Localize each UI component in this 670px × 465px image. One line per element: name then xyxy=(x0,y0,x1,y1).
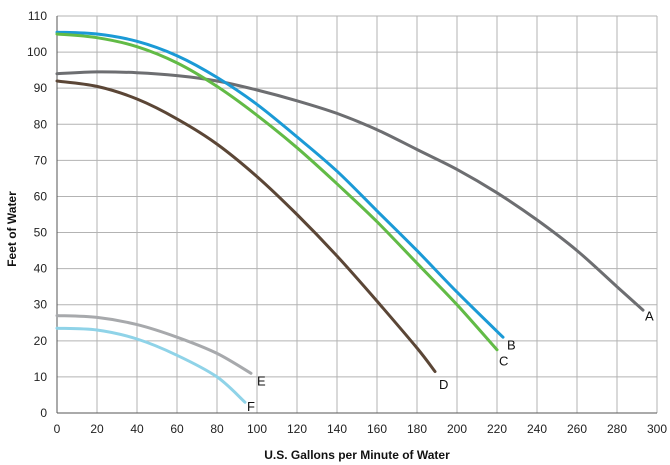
x-tick-label: 260 xyxy=(567,422,587,436)
x-tick-label: 180 xyxy=(407,422,427,436)
curve-label-b: B xyxy=(507,337,516,352)
x-tick-label: 100 xyxy=(247,422,267,436)
y-tick-label: 90 xyxy=(34,81,48,95)
x-tick-label: 20 xyxy=(90,422,104,436)
y-tick-label: 20 xyxy=(34,334,48,348)
series-c-line xyxy=(55,32,499,352)
curve-label-f: F xyxy=(247,399,255,414)
x-tick-label: 240 xyxy=(527,422,547,436)
curve-label-a: A xyxy=(645,309,654,324)
x-tick-label: 140 xyxy=(327,422,347,436)
curve-label-d: D xyxy=(439,377,448,392)
series-f-line xyxy=(55,326,247,404)
x-tick-label: 60 xyxy=(170,422,184,436)
series-group xyxy=(55,30,645,404)
y-axis-title: Feet of Water xyxy=(5,191,19,267)
y-tick-label: 70 xyxy=(34,153,48,167)
series-a-line xyxy=(55,70,645,312)
y-tick-label: 100 xyxy=(27,45,47,59)
y-tick-label: 30 xyxy=(34,298,48,312)
series-b-line xyxy=(55,30,505,339)
x-tick-label: 0 xyxy=(54,422,61,436)
x-axis-title: U.S. Gallons per Minute of Water xyxy=(264,448,450,462)
y-tick-label: 0 xyxy=(40,406,47,420)
x-tick-label: 280 xyxy=(607,422,627,436)
y-tick-label: 10 xyxy=(34,370,48,384)
y-tick-label: 40 xyxy=(34,262,48,276)
series-e-line xyxy=(55,314,253,375)
y-tick-label: 50 xyxy=(34,226,48,240)
curve-label-e: E xyxy=(257,374,266,389)
x-tick-label: 160 xyxy=(367,422,387,436)
x-tick-label: 80 xyxy=(210,422,224,436)
curve-labels: A BC D EF xyxy=(247,309,654,414)
x-tick-label: 40 xyxy=(130,422,144,436)
grid xyxy=(56,15,658,414)
axes: 0 20 40 60 80 100 120 140 160 180 200 220 240 260 280 3… xyxy=(27,9,667,436)
series-d-line xyxy=(55,79,437,373)
curve-label-c: C xyxy=(499,354,508,369)
x-tick-label: 220 xyxy=(487,422,507,436)
y-tick-label: 110 xyxy=(28,9,47,23)
y-tick-label: 80 xyxy=(34,117,48,131)
x-tick-label: 200 xyxy=(447,422,467,436)
y-tick-label: 60 xyxy=(34,189,48,203)
x-tick-label: 120 xyxy=(287,422,307,436)
x-tick-label: 300 xyxy=(647,422,667,436)
